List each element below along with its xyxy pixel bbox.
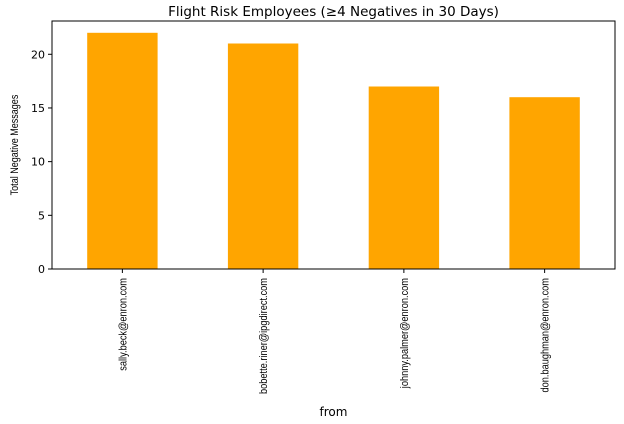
x-tick-label-0: sally.beck@enron.com xyxy=(118,278,130,371)
x-tick-label-2: johnny.palmer@enron.com xyxy=(399,278,411,389)
plot-area xyxy=(87,32,580,269)
plot-frame xyxy=(51,20,616,270)
y-tick-label-1: 5 xyxy=(38,209,45,222)
x-axis: sally.beck@enron.com bobette.riner@ipgdir… xyxy=(118,269,552,394)
x-tick-label-3: don.baughman@enron.com xyxy=(540,278,552,392)
bar-0 xyxy=(87,32,158,269)
bar-1 xyxy=(227,43,299,269)
bar-3 xyxy=(509,97,580,269)
chart-title: Flight Risk Employees (≥4 Negatives in 3… xyxy=(168,4,499,20)
y-tick-label-0: 0 xyxy=(38,263,45,276)
x-axis-label: from xyxy=(320,405,348,419)
bar-2 xyxy=(368,86,440,269)
y-axis: 0 5 10 15 20 xyxy=(31,48,52,276)
y-tick-label-4: 20 xyxy=(31,48,45,61)
y-axis-label: Total Negative Messages xyxy=(9,95,21,196)
x-tick-label-1: bobette.riner@ipgdirect.com xyxy=(258,278,270,394)
y-tick-label-2: 10 xyxy=(31,156,45,169)
y-tick-label-3: 15 xyxy=(31,102,45,115)
